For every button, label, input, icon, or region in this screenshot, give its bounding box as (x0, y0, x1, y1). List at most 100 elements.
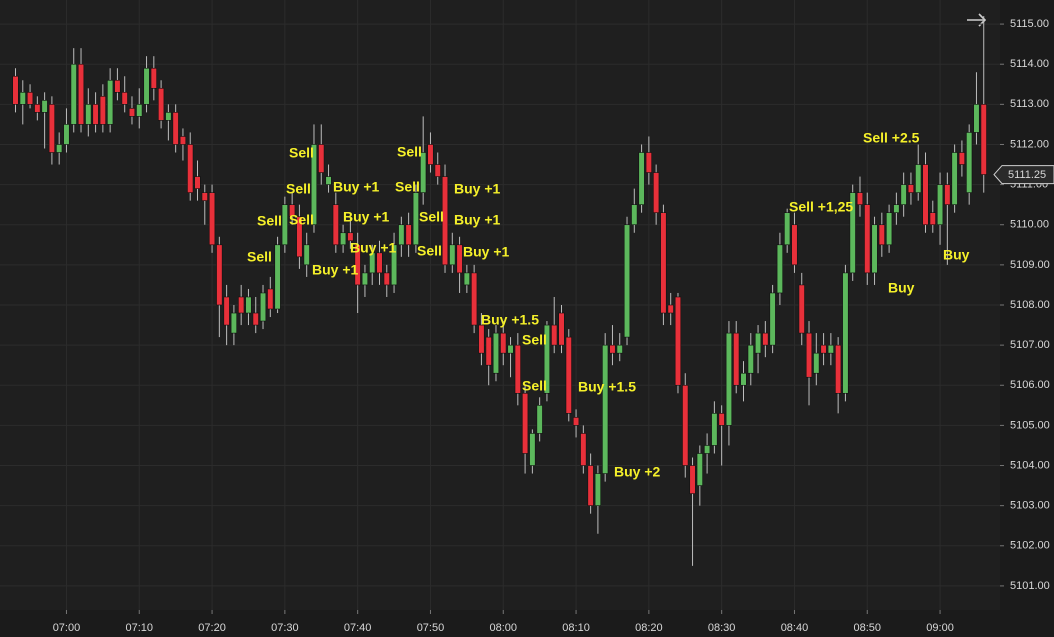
candle-body (791, 224, 798, 266)
candle-body (63, 124, 70, 145)
candle-body (769, 292, 776, 346)
candle-body (885, 212, 893, 246)
candle-body (820, 344, 827, 354)
x-tick-label: 08:40 (781, 622, 809, 634)
candle-body (194, 176, 201, 189)
candle-body (70, 63, 77, 125)
candle-body (529, 433, 536, 466)
candle-body (310, 144, 318, 226)
candle-body (85, 104, 92, 125)
candle-body (609, 344, 616, 354)
candle-body (332, 204, 339, 246)
candle-body (936, 184, 944, 226)
candle-body (165, 112, 172, 121)
signal-annotation: Buy +1 (312, 262, 359, 278)
candle-body (456, 244, 463, 274)
candle-body (259, 292, 267, 322)
candle-body (34, 104, 41, 113)
signal-annotation: Buy +1 (333, 179, 380, 195)
y-tick-label: 5108.00 (1010, 299, 1050, 311)
x-tick-label: 08:20 (635, 622, 663, 634)
candle-body (805, 332, 813, 378)
signal-annotation: Sell (247, 249, 272, 265)
candle-body (187, 144, 194, 193)
candle-body (784, 212, 791, 246)
candle-body (594, 473, 601, 506)
y-tick-label: 5103.00 (1010, 500, 1050, 512)
candle-body (107, 79, 114, 125)
candle-body (136, 104, 143, 117)
candle-body (922, 164, 929, 226)
time-axis (0, 610, 1054, 637)
candle-body (223, 296, 230, 326)
candle-body (267, 288, 274, 310)
candle-body (492, 332, 500, 374)
signal-annotation: Buy +1.5 (481, 312, 539, 328)
x-tick-label: 08:50 (853, 622, 881, 634)
candle-body (674, 296, 682, 386)
candle-body (551, 324, 558, 346)
candle-body (653, 172, 660, 213)
candle-body (711, 413, 718, 446)
candle-body (776, 244, 783, 294)
candle-body (747, 344, 754, 374)
candle-body (543, 324, 551, 394)
candle-body (296, 216, 303, 258)
candle-body (383, 272, 390, 286)
candle-body (907, 184, 915, 193)
candle-body (201, 192, 208, 201)
candle-body (536, 405, 543, 434)
candle-body (638, 152, 645, 205)
y-tick-label: 5113.00 (1010, 98, 1049, 110)
candle-body (958, 152, 965, 165)
candle-body (354, 244, 361, 286)
signal-annotation: Sell (522, 332, 547, 348)
x-tick-label: 07:30 (271, 622, 299, 634)
candle-body (900, 184, 907, 205)
x-tick-label: 07:00 (53, 622, 81, 634)
candle-body (798, 284, 805, 334)
candle-body (725, 332, 733, 426)
candle-body (150, 67, 157, 89)
candle-body (878, 224, 885, 246)
candle-body (99, 96, 106, 125)
signal-annotation: Sell (257, 213, 282, 229)
signal-annotation: Buy +1 (454, 212, 501, 228)
signal-annotation: Buy +1 (350, 240, 397, 256)
price-axis (1000, 0, 1054, 637)
candle-body (966, 132, 973, 193)
candle-body (405, 224, 412, 246)
candle-body (216, 244, 223, 306)
y-tick-label: 5102.00 (1010, 540, 1050, 552)
y-tick-label: 5101.00 (1010, 580, 1050, 592)
candle-body (514, 344, 521, 394)
signal-annotation: Buy +1.5 (578, 379, 636, 395)
x-tick-label: 08:30 (708, 622, 736, 634)
candle-body (485, 336, 492, 366)
candle-body (696, 453, 703, 486)
candle-body (500, 332, 507, 354)
candle-body (347, 232, 354, 242)
candle-body (208, 192, 216, 246)
candle-body (41, 100, 48, 113)
signal-annotation: Sell +2.5 (863, 130, 920, 146)
candle-body (580, 433, 587, 466)
y-tick-label: 5112.00 (1010, 138, 1049, 150)
candle-body (645, 152, 652, 173)
candle-body (660, 212, 667, 314)
candle-body (179, 136, 187, 145)
candle-body (77, 63, 85, 125)
signal-annotation: Buy (888, 280, 915, 296)
candle-body (733, 332, 740, 386)
x-tick-label: 07:10 (125, 622, 153, 634)
candle-body (835, 344, 842, 394)
candle-body (827, 344, 834, 354)
signal-annotation: Sell (289, 145, 314, 161)
candle-body (754, 332, 762, 354)
candle-body (434, 164, 441, 177)
candle-body (915, 164, 922, 193)
candle-body (623, 224, 631, 338)
signal-annotation: Buy (943, 247, 970, 263)
candle-body (849, 192, 856, 274)
